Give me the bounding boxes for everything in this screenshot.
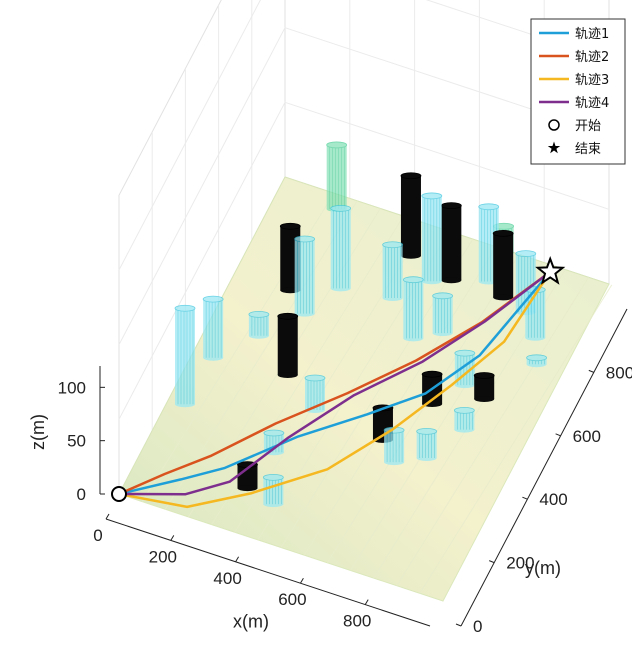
x-axis-label: x(m) <box>233 612 269 632</box>
legend-label-4: 轨迹4 <box>575 96 609 111</box>
terrain-contour <box>303 246 497 556</box>
cylinder-cyan <box>432 292 454 337</box>
y-tick-mark <box>555 433 561 437</box>
cylinder-cyan <box>453 406 475 433</box>
legend-label-1: 轨迹1 <box>575 27 609 42</box>
cylinder-black <box>400 172 422 259</box>
trajectory-1 <box>117 270 552 496</box>
start-marker <box>111 486 127 502</box>
x-tick-mark <box>364 599 369 605</box>
cylinder-cyan <box>402 276 424 342</box>
x-tick-mark <box>235 556 240 563</box>
trajectory-2 <box>117 270 552 496</box>
z-tick-label: 0 <box>77 485 86 504</box>
x-tick-label: 200 <box>149 547 177 566</box>
x-tick-label: 800 <box>343 612 371 631</box>
y-tick-label: 0 <box>473 617 482 636</box>
cylinder-green <box>326 141 348 212</box>
trajectory-lines <box>117 270 552 509</box>
cylinder-cyan <box>330 204 352 292</box>
y-tick-mark <box>522 496 528 500</box>
y-tick-label: 800 <box>606 363 632 382</box>
cylinder-black <box>473 372 495 402</box>
y-tick-mark <box>588 369 594 373</box>
legend-label-3: 轨迹3 <box>575 73 609 88</box>
x-tick-mark <box>170 535 175 541</box>
legend-box <box>530 18 626 165</box>
grid-line <box>118 0 610 271</box>
trajectory-4 <box>117 270 552 496</box>
cylinder-cyan <box>526 354 547 368</box>
terrain-contour <box>419 284 613 594</box>
y-tick-label: 200 <box>506 554 534 573</box>
terrain-contour <box>280 238 474 548</box>
z-tick-label: 50 <box>67 432 86 451</box>
y-tick-mark <box>455 623 462 627</box>
x-tick-mark <box>105 513 110 520</box>
cylinder-cyan <box>416 427 438 462</box>
y-axis-label: y(m) <box>525 558 561 578</box>
cylinder-cyan <box>294 235 316 317</box>
trajectory-markers <box>111 256 566 502</box>
y-tick-label: 400 <box>539 490 567 509</box>
legend-label-circle: 开始 <box>575 119 601 134</box>
terrain-contour <box>350 261 543 571</box>
legend-label-star: 结束 <box>575 142 601 157</box>
x-tick-label: 600 <box>278 590 306 609</box>
y-tick-mark <box>489 560 495 564</box>
z-axis-label: z(m) <box>28 414 48 450</box>
grid-line <box>118 27 610 345</box>
axes-ticks: 0 200 400 600 800 x(m) 0 200 400 600 800 y(m) 0 50 100… <box>28 308 632 636</box>
end-marker <box>535 256 566 285</box>
legend-end-marker <box>547 141 561 154</box>
terrain-contour <box>164 200 358 510</box>
cylinder-black <box>237 461 258 492</box>
cylinder-cyan <box>382 241 404 302</box>
x-tick-label: 400 <box>213 569 241 588</box>
x-tick-label: 0 <box>93 526 102 545</box>
cylinder-cyan <box>174 304 196 408</box>
cylinder-black <box>277 312 299 378</box>
terrain-contour <box>396 277 590 586</box>
cylinder-cyan <box>421 192 443 285</box>
y-axis-line <box>460 308 628 627</box>
cylinder-black <box>492 229 514 301</box>
legend-start-marker <box>548 119 560 131</box>
grid-line <box>118 101 610 420</box>
legend-label-2: 轨迹2 <box>575 50 609 65</box>
cylinder-black <box>440 202 462 284</box>
trajectory-3 <box>117 270 552 509</box>
terrain-contour <box>326 254 520 564</box>
y-tick-label: 600 <box>573 427 601 446</box>
x-axis-line <box>105 518 431 627</box>
z-tick-label: 100 <box>58 378 86 397</box>
x-tick-mark <box>299 577 304 584</box>
cylinder-cyan <box>202 295 224 361</box>
cylinder-cyan <box>262 474 284 508</box>
cylinder-cyan <box>248 310 270 339</box>
